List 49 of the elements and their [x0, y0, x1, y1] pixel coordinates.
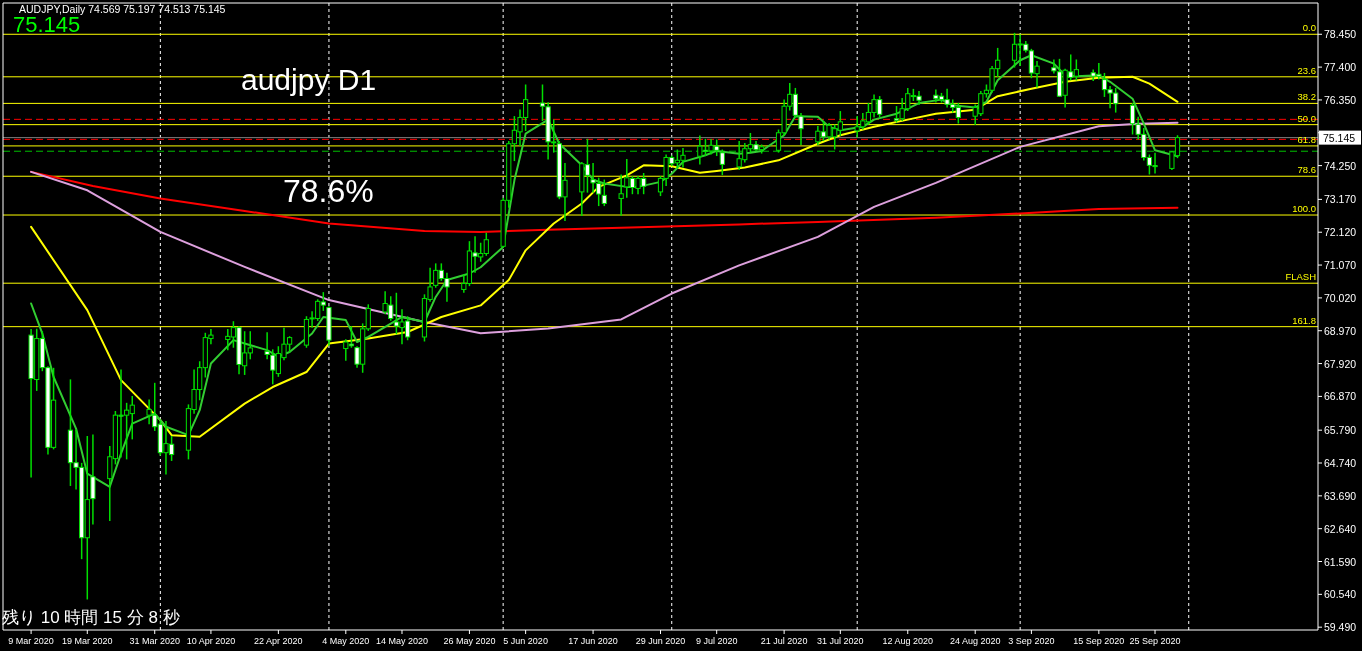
- x-tick-label: 22 Apr 2020: [254, 636, 303, 646]
- y-tick-label: 77.400: [1324, 61, 1357, 74]
- x-tick-label: 26 May 2020: [443, 636, 496, 646]
- y-tick-label: 62.640: [1324, 522, 1357, 535]
- y-tick-label: 64.740: [1324, 457, 1357, 470]
- x-tick-label: 14 May 2020: [375, 636, 429, 646]
- x-tick-label: 21 Jul 2020: [760, 636, 808, 646]
- annotation: 残り 10 時間 15 分 8 秒: [2, 608, 180, 627]
- annotation: 161.8: [1292, 314, 1316, 326]
- x-tick-label: 31 Mar 2020: [129, 636, 180, 646]
- x-tick-label: 17 Jun 2020: [568, 636, 618, 646]
- annotation: FLASH: [1285, 271, 1317, 283]
- y-tick-label: 76.350: [1324, 93, 1357, 106]
- x-tick-label: 3 Sep 2020: [1008, 636, 1055, 646]
- y-tick-label: 67.920: [1324, 357, 1357, 370]
- y-tick-label: 72.120: [1324, 226, 1357, 239]
- x-tick-label: 25 Sep 2020: [1129, 636, 1181, 646]
- annotation: 78.6%: [283, 173, 374, 209]
- annotation: 0.0: [1302, 22, 1316, 34]
- x-tick-label: 10 Apr 2020: [186, 636, 236, 646]
- y-tick-label: 66.870: [1324, 390, 1357, 403]
- x-tick-label: 4 May 2020: [322, 636, 370, 646]
- annotation: 23.6: [1297, 64, 1316, 76]
- x-tick-label: 19 Mar 2020: [62, 636, 113, 646]
- y-tick-label: 65.790: [1324, 424, 1357, 437]
- x-tick-label: 29 Jun 2020: [635, 636, 686, 646]
- annotation: 78.6: [1297, 164, 1316, 176]
- y-tick-label: 70.020: [1324, 291, 1357, 304]
- x-tick-label: 5 Jun 2020: [503, 636, 548, 646]
- annotation: 38.2: [1297, 91, 1316, 103]
- y-tick-label: 60.540: [1324, 588, 1357, 601]
- x-tick-label: 15 Sep 2020: [1073, 636, 1125, 646]
- line-series: [30, 170, 1179, 233]
- ref-line-label: 75.145: [1323, 131, 1356, 144]
- y-tick-label: 71.070: [1324, 259, 1357, 272]
- y-tick-label: 73.170: [1324, 193, 1357, 206]
- y-tick-label: 74.250: [1324, 159, 1357, 172]
- x-tick-label: 9 Mar 2020: [8, 636, 54, 646]
- y-tick-label: 68.970: [1324, 324, 1357, 337]
- y-tick-label: 63.690: [1324, 489, 1357, 502]
- annotation: 100.0: [1292, 203, 1316, 215]
- x-tick-label: 12 Aug 2020: [882, 636, 934, 646]
- y-tick-label: 59.490: [1324, 621, 1357, 634]
- x-tick-label: 24 Aug 2020: [949, 636, 1001, 646]
- x-tick-label: 9 Jul 2020: [695, 636, 738, 646]
- x-tick-label: 31 Jul 2020: [817, 636, 864, 646]
- line-series: [30, 121, 1179, 335]
- y-tick-label: 61.590: [1324, 555, 1357, 568]
- y-tick-label: 78.450: [1324, 28, 1357, 41]
